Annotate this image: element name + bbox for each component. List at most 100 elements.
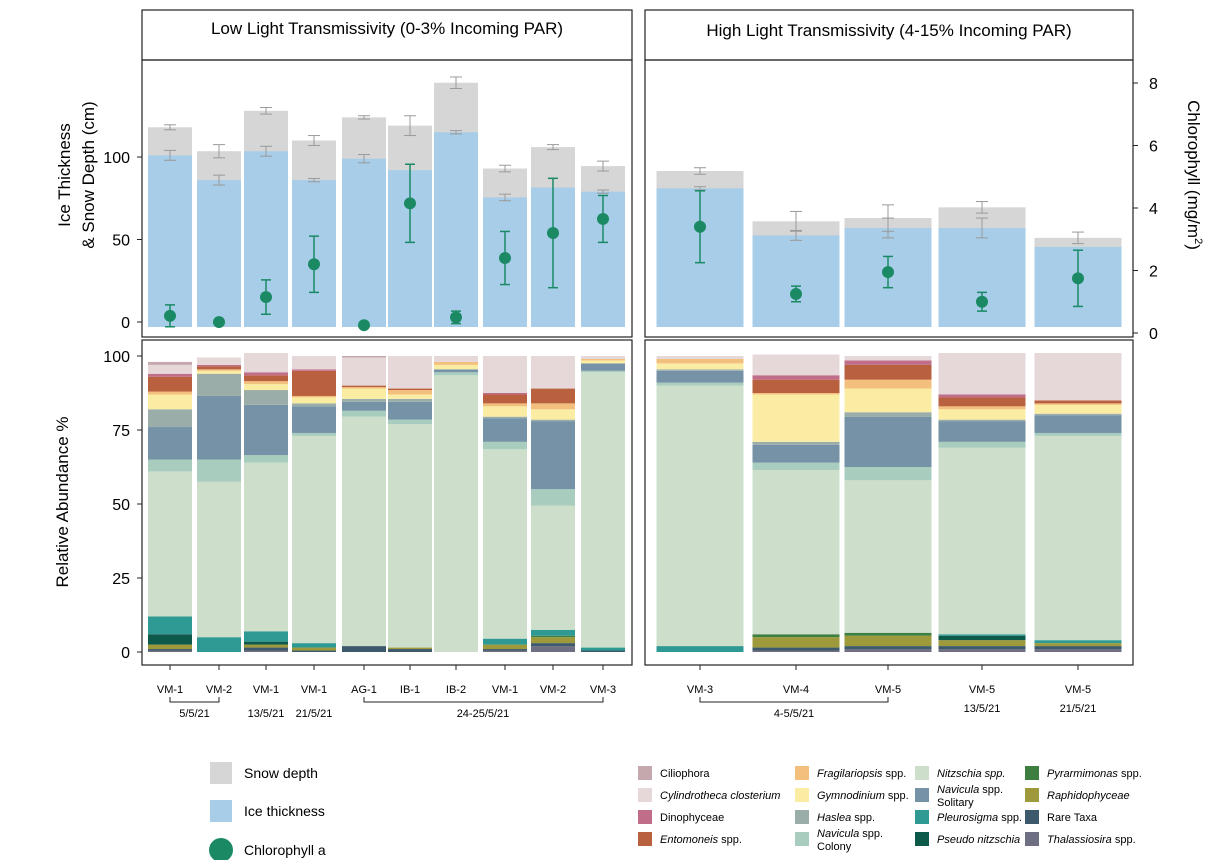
stack-segment-fragilariopsis bbox=[388, 390, 432, 395]
x-tick-label: AG-1 bbox=[351, 684, 377, 696]
stack-segment-raphidophyceae bbox=[844, 635, 932, 647]
chlorophyll-point bbox=[213, 316, 225, 329]
stack-segment-fragilariopsis bbox=[1034, 403, 1122, 405]
stack-segment-gymnodinium bbox=[1034, 404, 1122, 414]
stack-segment-gymnodinium bbox=[388, 394, 432, 399]
stack-segment-navicula_col bbox=[434, 372, 478, 376]
bottom-left-stack bbox=[244, 353, 288, 652]
series-legend: Snow depth Ice thickness Chlorophyll a bbox=[209, 762, 326, 860]
chlorophyll-point bbox=[694, 220, 706, 233]
stack-segment-fragilariopsis bbox=[531, 403, 575, 410]
taxa-name: Dinophyceae bbox=[660, 812, 724, 824]
date-bracket bbox=[699, 697, 889, 703]
stack-segment-rare bbox=[342, 646, 386, 652]
stack-segment-rare bbox=[581, 650, 625, 652]
stack-segment-navicula_sol bbox=[531, 421, 575, 490]
stack-segment-navicula_col bbox=[197, 459, 241, 482]
stack-segment-entomoneis bbox=[244, 375, 288, 382]
stack-segment-gymnodinium bbox=[244, 384, 288, 391]
stack-segment-thalassiosira bbox=[483, 650, 527, 652]
abundance-tick-label: 0 bbox=[121, 645, 130, 662]
bottom-right-stack bbox=[844, 356, 932, 652]
taxa-name: Raphidophyceae bbox=[1047, 790, 1130, 802]
ice-thickness-bar bbox=[752, 235, 840, 327]
x-tick-label: VM-2 bbox=[540, 684, 566, 696]
stack-segment-nitzschia bbox=[388, 424, 432, 648]
x-tick-label: VM-3 bbox=[590, 684, 616, 696]
legend-label-chlorophyll: Chlorophyll a bbox=[244, 842, 326, 858]
taxa-label-dinophyceae: Dinophyceae bbox=[660, 812, 724, 824]
top-left-bar-group bbox=[531, 144, 575, 327]
bottom-right-stack bbox=[938, 353, 1026, 652]
stack-segment-navicula_sol bbox=[483, 418, 527, 442]
taxa-name: Thalassiosira bbox=[1047, 834, 1112, 846]
taxa-label-nitzschia: Nitzschia spp. bbox=[937, 768, 1005, 780]
bottom-left-stack bbox=[197, 357, 241, 652]
taxa-name: Pyrarmimonas bbox=[1047, 768, 1118, 780]
taxa-name: Navicula bbox=[817, 828, 859, 840]
stack-segment-navicula_col bbox=[1034, 432, 1122, 436]
stack-segment-gymnodinium bbox=[844, 388, 932, 413]
stack-segment-nitzschia bbox=[938, 447, 1026, 635]
stack-segment-cylindrotheca bbox=[434, 356, 478, 362]
stack-segment-navicula_col bbox=[752, 462, 840, 470]
stack-segment-navicula_col bbox=[483, 441, 527, 450]
top-right-bar-group bbox=[938, 201, 1026, 327]
stack-segment-pleurosigma bbox=[1034, 640, 1122, 644]
x-tick-label: VM-3 bbox=[687, 684, 713, 696]
stack-segment-raphidophyceae bbox=[148, 644, 192, 650]
stack-segment-navicula_sol bbox=[197, 395, 241, 460]
stack-segment-haslea bbox=[483, 416, 527, 419]
stack-segment-gymnodinium bbox=[938, 409, 1026, 420]
stack-segment-navicula_col bbox=[531, 489, 575, 506]
stack-segment-gymnodinium bbox=[581, 360, 625, 364]
stack-segment-gymnodinium bbox=[483, 406, 527, 417]
legend-label-snow: Snow depth bbox=[244, 765, 318, 781]
chlorophyll-point bbox=[1072, 272, 1084, 285]
ice-thickness-bar bbox=[938, 227, 1026, 327]
bottom-right-stack bbox=[1034, 353, 1122, 652]
taxa-swatch-navicula_col bbox=[795, 832, 809, 846]
x-tick-label: VM-4 bbox=[783, 684, 809, 696]
y2-tick-label: 2 bbox=[1149, 264, 1158, 281]
stack-segment-entomoneis bbox=[342, 385, 386, 388]
y2-tick-label: 0 bbox=[1149, 326, 1158, 343]
stack-segment-gymnodinium bbox=[656, 363, 744, 370]
stack-segment-raphidophyceae bbox=[531, 637, 575, 644]
top-left-bar-group bbox=[197, 144, 241, 329]
stack-segment-fragilariopsis bbox=[752, 393, 840, 395]
stack-segment-dinophyceae bbox=[244, 372, 288, 376]
taxa-suffix: spp. bbox=[998, 812, 1022, 824]
taxa-label-pseudonitzschia: Pseudo nitzschia bbox=[937, 834, 1020, 846]
stack-segment-nitzschia bbox=[148, 471, 192, 617]
bottom-left-stack bbox=[342, 356, 386, 652]
x-tick-label: IB-2 bbox=[446, 684, 466, 696]
x-tick-label: VM-5 bbox=[969, 684, 995, 696]
stack-segment-thalassiosira bbox=[752, 650, 840, 652]
abundance-tick-label: 25 bbox=[112, 571, 130, 588]
stack-segment-dinophyceae bbox=[752, 375, 840, 380]
stack-segment-rare bbox=[148, 649, 192, 651]
chlorophyll-point bbox=[308, 258, 320, 271]
stack-segment-navicula_sol bbox=[581, 363, 625, 371]
taxa-name: Ciliophora bbox=[660, 768, 710, 780]
chlorophyll-point bbox=[790, 287, 802, 300]
date-bracket bbox=[169, 697, 220, 703]
stack-segment-thalassiosira bbox=[1034, 649, 1122, 652]
taxa-suffix: spp. bbox=[851, 812, 875, 824]
date-group-label: 5/5/21 bbox=[179, 708, 210, 720]
top-left-bar-group bbox=[434, 76, 478, 327]
taxa-swatch-fragilariopsis bbox=[795, 766, 809, 780]
y-axis-label-line1: Ice Thickness bbox=[55, 123, 74, 227]
stack-segment-thalassiosira bbox=[938, 649, 1026, 652]
chlorophyll-point bbox=[499, 252, 511, 264]
stack-segment-nitzschia bbox=[1034, 435, 1122, 641]
stack-segment-raphidophyceae bbox=[483, 644, 527, 650]
abundance-tick-label: 50 bbox=[112, 497, 130, 514]
stack-segment-pleurosigma bbox=[531, 629, 575, 636]
y-axis-label: Ice Thickness & Snow Depth (cm) bbox=[55, 101, 98, 248]
bottom-right-stack bbox=[752, 354, 840, 652]
stack-segment-navicula_sol bbox=[292, 406, 336, 433]
stack-segment-thalassiosira bbox=[244, 650, 288, 652]
stack-segment-cylindrotheca bbox=[148, 364, 192, 374]
